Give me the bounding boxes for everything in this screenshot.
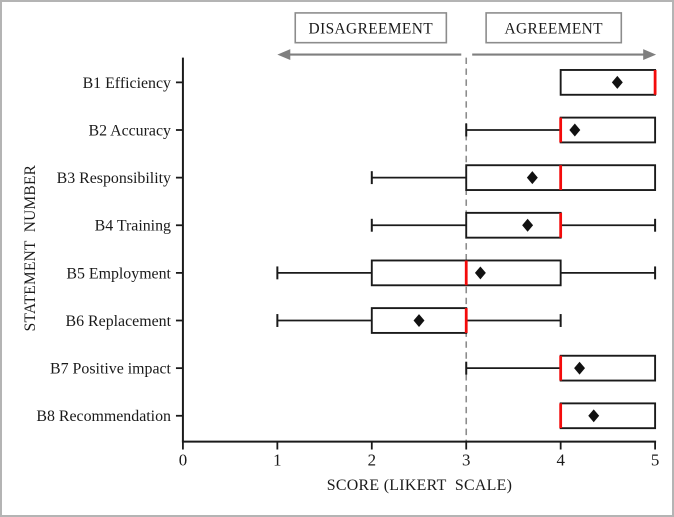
- agreement-arrowhead-icon: [643, 49, 657, 61]
- y-axis-title: STATEMENT NUMBER: [22, 164, 39, 331]
- boxplot-row-b5: [276, 259, 657, 287]
- category-label: B6 Replacement: [66, 313, 172, 330]
- direction-arrows: [277, 49, 657, 61]
- boxplot-row-b7: [465, 354, 657, 382]
- category-label: B3 Responsibility: [57, 170, 171, 187]
- disagreement-label: DISAGREEMENT: [309, 20, 434, 37]
- boxplot-row-b1: [559, 69, 657, 96]
- mean-diamond-icon: [569, 123, 581, 137]
- boxplot-row-b2: [465, 116, 657, 144]
- boxplot-row-b4: [370, 211, 657, 239]
- category-label: B5 Employment: [66, 265, 171, 282]
- mean-diamond-icon: [413, 314, 425, 327]
- category-label: B7 Positive impact: [50, 361, 172, 378]
- x-tick-label: 1: [273, 450, 281, 469]
- boxplot-row-b6: [276, 307, 562, 334]
- iqr-box: [465, 211, 562, 239]
- header-annotations: DISAGREEMENT AGREEMENT: [294, 12, 623, 44]
- disagreement-arrowhead-icon: [277, 49, 291, 61]
- category-label: B8 Recommendation: [36, 408, 171, 425]
- category-label: B4 Training: [95, 218, 171, 235]
- mean-diamond-icon: [611, 75, 623, 89]
- x-tick-label: 5: [651, 450, 659, 469]
- mean-diamond-icon: [526, 171, 538, 185]
- x-tick-label: 4: [556, 450, 565, 469]
- x-tick-label: 2: [368, 450, 376, 469]
- boxplot-row-b3: [370, 164, 657, 191]
- agreement-label: AGREEMENT: [504, 20, 603, 37]
- disagreement-label-box: [294, 12, 448, 44]
- mean-diamond-icon: [522, 218, 534, 232]
- boxplot-row-b8: [559, 402, 657, 430]
- axes: [181, 57, 657, 443]
- x-axis-title: SCORE (LIKERT SCALE): [327, 477, 513, 494]
- category-label: B2 Accuracy: [88, 122, 171, 139]
- category-label: B1 Efficiency: [83, 75, 171, 92]
- x-tick-label: 0: [179, 450, 187, 469]
- x-tick-label: 3: [462, 450, 470, 469]
- iqr-box: [559, 402, 657, 430]
- iqr-box: [559, 69, 657, 96]
- agreement-label-box: [485, 12, 623, 44]
